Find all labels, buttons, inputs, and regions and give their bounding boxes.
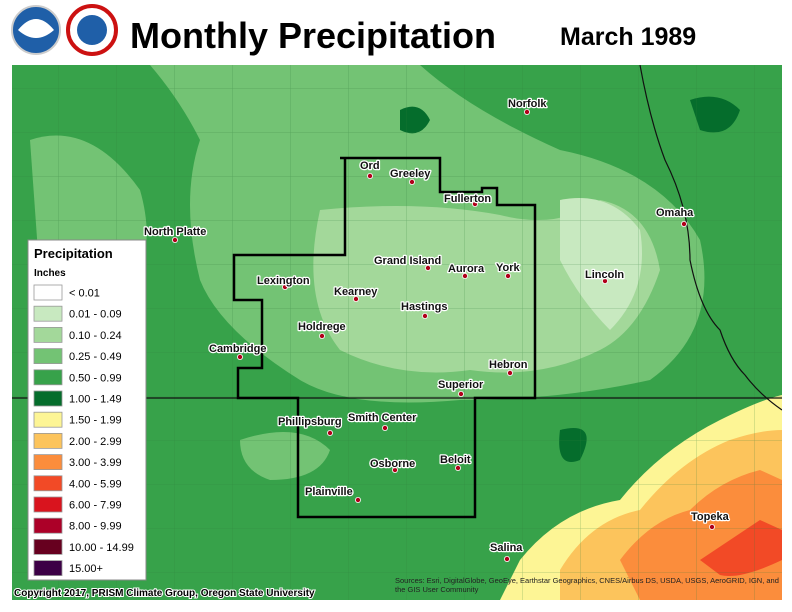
- city-label: Norfolk: [508, 98, 547, 110]
- city-dot: [454, 464, 461, 471]
- cities: Norfolk Ord Greeley Fullerton North Platte Om…: [143, 97, 731, 563]
- legend-swatch: [33, 411, 63, 428]
- city-dot: [421, 312, 428, 319]
- city-label: Phillipsburg: [278, 416, 342, 428]
- precip-map: [12, 65, 782, 600]
- city-label: Plainville: [305, 486, 353, 498]
- legend-swatch: [33, 326, 63, 343]
- legend-title: Precipitation: [34, 246, 113, 261]
- city-label: Beloit: [440, 454, 471, 466]
- city-dot: [524, 109, 531, 116]
- attribution: Sources: Esri, DigitalGlobe, GeoEye, Ear…: [395, 576, 779, 594]
- city-label: Aurora: [448, 263, 485, 275]
- city-label: Superior: [438, 379, 484, 391]
- city-label: Smith Center: [348, 412, 417, 424]
- city-dot: [326, 429, 333, 436]
- legend-label: 3.00 - 3.99: [69, 457, 122, 469]
- city-dot: [281, 283, 288, 290]
- legend-swatch: [33, 496, 63, 513]
- period: March 1989: [560, 23, 696, 51]
- city-dot: [457, 390, 464, 397]
- legend-label: 0.01 - 0.09: [69, 309, 122, 321]
- attribution-box: Sources: Esri, DigitalGlobe, GeoEye, Ear…: [395, 576, 779, 594]
- legend: Precipitation Inches < 0.01 0.01 - 0.09 0.…: [27, 239, 147, 581]
- legend-label: 2.00 - 2.99: [69, 436, 122, 448]
- legend-swatch: [33, 348, 63, 365]
- city-dot: [391, 466, 398, 473]
- legend-label: 10.00 - 14.99: [69, 542, 134, 554]
- city-dot: [471, 200, 478, 207]
- city-label: Lincoln: [585, 269, 624, 281]
- city-dot: [318, 332, 325, 339]
- city-dot: [709, 524, 716, 531]
- city-label: Kearney: [334, 286, 378, 298]
- city-dot: [424, 264, 431, 271]
- legend-label: 15.00+: [69, 563, 103, 575]
- legend-label: 1.00 - 1.49: [69, 394, 122, 406]
- city-label: Fullerton: [444, 193, 491, 205]
- city-dot: [408, 178, 415, 185]
- city-label: Omaha: [656, 207, 694, 219]
- legend-swatch: [33, 305, 63, 322]
- city-dot: [366, 172, 373, 179]
- legend-label: < 0.01: [69, 288, 100, 300]
- legend-swatch: [33, 390, 63, 407]
- legend-units: Inches: [34, 268, 66, 279]
- legend-swatch: [33, 369, 63, 386]
- logos: [11, 4, 118, 56]
- legend-label: 0.25 - 0.49: [69, 351, 122, 363]
- legend-swatch: [33, 539, 63, 555]
- city-dot: [602, 277, 609, 284]
- copyright: Copyright 2017, PRISM Climate Group, Ore…: [14, 588, 315, 599]
- city-label: North Platte: [144, 226, 206, 238]
- legend-label: 1.50 - 1.99: [69, 415, 122, 427]
- legend-swatch: [33, 454, 63, 471]
- city-dot: [461, 272, 468, 279]
- legend-label: 6.00 - 7.99: [69, 500, 122, 512]
- city-dot: [506, 369, 513, 376]
- city-label: Grand Island: [374, 255, 441, 267]
- city-label: Cambridge: [209, 343, 266, 355]
- city-dot: [681, 220, 688, 227]
- city-label: Lexington: [257, 275, 310, 287]
- city-label: York: [496, 262, 521, 274]
- legend-swatch: [33, 432, 63, 449]
- city-label: Topeka: [691, 511, 730, 523]
- legend-swatch: [33, 284, 63, 301]
- city-dot: [171, 236, 178, 243]
- city-label: Ord: [360, 160, 380, 172]
- legend-swatch: [33, 560, 63, 576]
- city-label: Osborne: [370, 458, 415, 470]
- city-label: Salina: [490, 542, 523, 554]
- city-label: Hebron: [489, 359, 528, 371]
- city-label: Hastings: [401, 301, 447, 313]
- city-label: Greeley: [390, 168, 431, 180]
- city-dot: [354, 496, 361, 503]
- city-label: Holdrege: [298, 321, 346, 333]
- legend-swatch: [33, 475, 63, 492]
- city-dot: [352, 295, 359, 302]
- city-dot: [503, 556, 510, 563]
- legend-label: 0.10 - 0.24: [69, 330, 122, 342]
- legend-swatch: [33, 517, 63, 534]
- legend-label: 4.00 - 5.99: [69, 478, 122, 490]
- legend-label: 0.50 - 0.99: [69, 372, 122, 384]
- title: Monthly Precipitation: [130, 15, 496, 56]
- legend-label: 8.00 - 9.99: [69, 521, 122, 533]
- city-dot: [381, 424, 388, 431]
- city-dot: [504, 272, 511, 279]
- city-dot: [236, 353, 243, 360]
